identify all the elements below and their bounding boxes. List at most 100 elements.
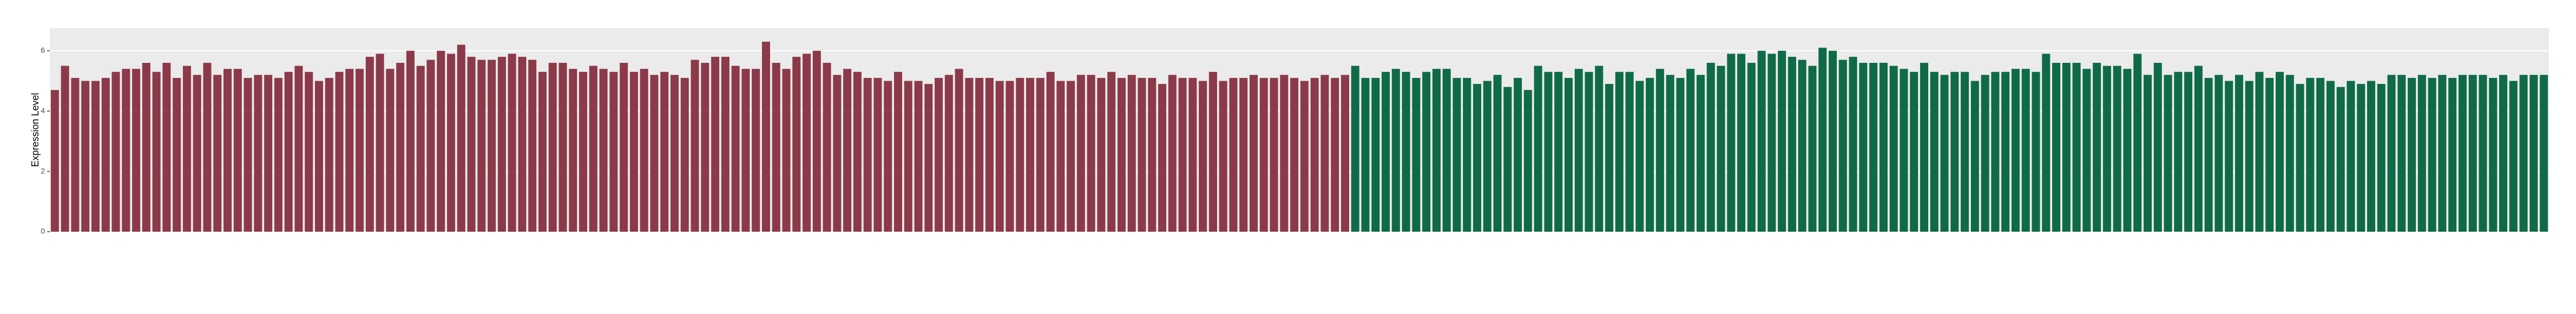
y-tick-label: 6 [41,45,45,54]
bar [396,63,405,232]
bar [2387,75,2396,232]
bar [2265,77,2274,232]
bar [2032,71,2040,232]
bar [1970,81,1979,232]
bar [2519,75,2528,232]
bar [629,71,638,232]
bar [1635,81,1644,232]
bar [50,90,59,232]
bar [1808,66,1817,232]
bar [2397,75,2406,232]
bar [1910,71,1918,232]
bar [1838,60,1847,232]
bar [2499,75,2508,232]
bar [1391,69,1400,232]
bar [620,63,628,232]
bar [224,69,232,232]
bar [365,56,374,232]
bar [284,71,293,232]
bar [1076,75,1085,232]
bar [1534,66,1542,232]
bar [233,69,242,232]
bar [1026,77,1035,232]
bar [701,63,709,232]
bar [1900,69,1908,232]
bar [2316,77,2325,232]
bar [446,54,456,232]
panel-background [50,28,2549,232]
bar [579,71,588,232]
bar [305,71,313,232]
bar [2001,71,2010,232]
bar [518,56,527,232]
bar [1717,66,1725,232]
bar [2082,69,2091,232]
bar [1473,84,1482,232]
bar [2225,81,2233,232]
bar [884,81,892,232]
bar [1696,75,1705,232]
bar [2184,71,2193,232]
bar [792,56,801,232]
bar [1310,77,1319,232]
bar [1016,77,1024,232]
bar [670,75,679,232]
y-axis-title: Expression Level [30,93,41,167]
bar [2417,75,2426,232]
bar [1493,75,1502,232]
bar [2174,71,2183,232]
bar [1178,77,1187,232]
bar [1646,77,1654,232]
bar [182,66,191,232]
bar [1706,63,1715,232]
bar [1382,71,1390,232]
bar [944,75,953,232]
bar [1991,71,2000,232]
bar [2367,81,2375,232]
bar [599,69,608,232]
bar [437,50,445,232]
bar [457,44,465,232]
bar [2479,75,2487,232]
bar [731,66,740,232]
bar [1351,66,1359,232]
bar [2540,75,2548,232]
bar [1168,75,1177,232]
bar [803,54,811,232]
bar [2306,77,2315,232]
bar [538,71,547,232]
bar [843,69,852,232]
bar [904,81,912,232]
bar [1503,87,1512,232]
bar [558,63,567,232]
bar [1127,75,1136,232]
bar [1412,77,1421,232]
bar [1138,77,1146,232]
bar [985,77,994,232]
bar [2235,75,2243,232]
bar [2214,75,2223,232]
bar [914,81,923,232]
bar [1615,71,1624,232]
bar [965,77,974,232]
bar [2438,75,2447,232]
bar [2458,75,2467,232]
bar [162,63,171,232]
bar [893,71,903,232]
bar [2123,69,2132,232]
bar [2255,71,2264,232]
bar [2204,77,2213,232]
bar [122,69,130,232]
bar [975,77,984,232]
bar [2448,77,2457,232]
bar [2245,81,2253,232]
bar [691,60,699,232]
bar [1829,50,1837,232]
bar [2377,84,2386,232]
bar [1290,77,1299,232]
bar [1595,66,1604,232]
bar [426,60,435,232]
bar [325,77,333,232]
bar [1259,77,1268,232]
